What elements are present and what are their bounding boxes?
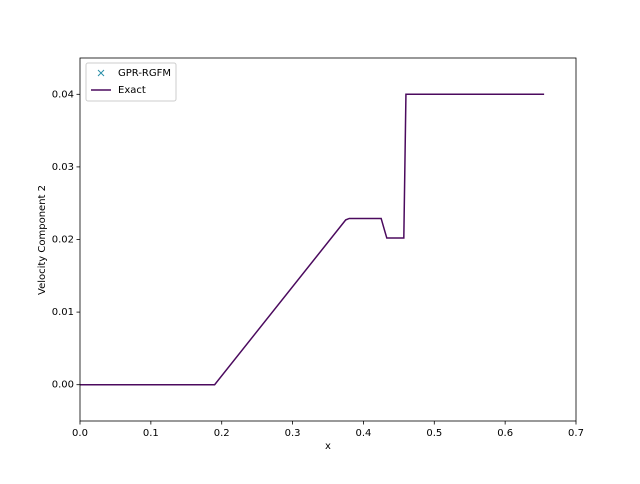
x-tick-label: 0.6 bbox=[497, 428, 513, 439]
legend-label: Exact bbox=[118, 85, 146, 96]
x-tick-label: 0.2 bbox=[214, 428, 230, 439]
y-tick-label: 0.02 bbox=[52, 235, 74, 246]
x-tick-label: 0.3 bbox=[285, 428, 301, 439]
x-tick-label: 0.0 bbox=[72, 428, 88, 439]
y-tick-label: 0.03 bbox=[52, 162, 74, 173]
y-tick-label: 0.04 bbox=[52, 89, 74, 100]
y-tick-label: 0.01 bbox=[52, 307, 74, 318]
line bbox=[80, 93, 545, 386]
x-tick-label: 0.7 bbox=[568, 428, 584, 439]
legend-symbol bbox=[97, 69, 105, 77]
y-axis-label: Velocity Component 2 bbox=[37, 185, 48, 295]
plot-frame bbox=[79, 57, 577, 422]
x-tick-label: 0.4 bbox=[355, 428, 371, 439]
y-tick-label: 0.00 bbox=[52, 380, 74, 391]
legend-label: GPR-RGFM bbox=[118, 68, 171, 79]
x-tick-label: 0.5 bbox=[426, 428, 442, 439]
legend-box bbox=[85, 62, 177, 102]
x-axis-label: x bbox=[325, 441, 331, 452]
x-tick-label: 0.1 bbox=[143, 428, 159, 439]
